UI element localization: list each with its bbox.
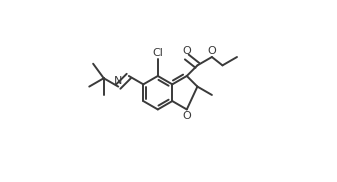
Text: O: O <box>182 46 191 56</box>
Text: O: O <box>183 111 191 121</box>
Text: O: O <box>208 46 216 56</box>
Text: N: N <box>114 76 122 86</box>
Text: Cl: Cl <box>152 48 163 58</box>
